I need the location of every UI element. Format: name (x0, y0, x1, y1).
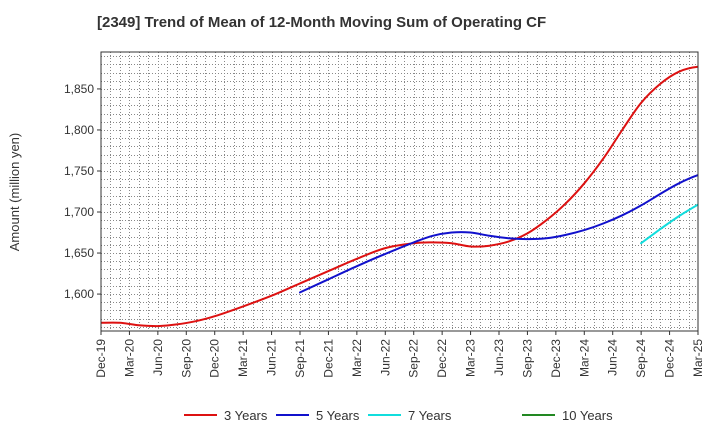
legend-label-3-years: 3 Years (224, 408, 268, 423)
y-axis-label: Amount (million yen) (7, 133, 22, 252)
x-tick-label: Mar-24 (577, 339, 591, 377)
plot-border (100, 51, 699, 332)
x-tick-label: Sep-20 (179, 339, 193, 378)
y-tick-label: 1,600 (64, 287, 94, 301)
plot-area (101, 52, 698, 331)
x-tick-label: Jun-23 (492, 339, 506, 376)
x-tick-label: Dec-24 (663, 339, 677, 378)
x-tick-label: Mar-23 (464, 339, 478, 377)
y-tick-label: 1,750 (64, 164, 94, 178)
x-tick-label: Dec-22 (435, 339, 449, 378)
y-axis-ticks: 1,600 1,650 1,700 1,750 1,800 1,850 (64, 82, 101, 301)
x-tick-label: Jun-22 (378, 339, 392, 376)
legend: 3 Years 5 Years 7 Years 10 Years (184, 408, 613, 423)
x-tick-label: Jun-21 (265, 339, 279, 376)
x-tick-label: Sep-23 (520, 339, 534, 378)
x-tick-label: Mar-22 (350, 339, 364, 377)
y-tick-label: 1,650 (64, 246, 94, 260)
legend-label-7-years: 7 Years (408, 408, 452, 423)
series-line-5-years (299, 174, 698, 294)
legend-label-5-years: 5 Years (316, 408, 360, 423)
x-tick-label: Jun-20 (151, 339, 165, 376)
x-tick-label: Dec-20 (208, 339, 222, 378)
series-line-3-years (101, 65, 698, 328)
x-tick-label: Mar-20 (122, 339, 136, 377)
x-tick-label: Dec-21 (321, 339, 335, 378)
y-tick-label: 1,700 (64, 205, 94, 219)
grid-lines (101, 52, 698, 331)
x-tick-label: Sep-21 (293, 339, 307, 378)
y-tick-label: 1,850 (64, 82, 94, 96)
x-tick-label: Jun-24 (606, 339, 620, 376)
legend-label-10-years: 10 Years (562, 408, 613, 423)
x-tick-label: Mar-21 (236, 339, 250, 377)
x-tick-label: Sep-22 (407, 339, 421, 378)
chart-title: [2349] Trend of Mean of 12-Month Moving … (97, 14, 546, 31)
x-tick-label: Sep-24 (634, 339, 648, 378)
y-tick-label: 1,800 (64, 123, 94, 137)
x-tick-label: Mar-25 (691, 339, 705, 377)
series-layer (101, 65, 698, 328)
x-axis-ticks: Dec-19 Mar-20 Jun-20 Sep-20 Dec-20 Mar-21 Jun-… (94, 331, 705, 378)
x-tick-label: Dec-23 (549, 339, 563, 378)
x-tick-label: Dec-19 (94, 339, 108, 378)
